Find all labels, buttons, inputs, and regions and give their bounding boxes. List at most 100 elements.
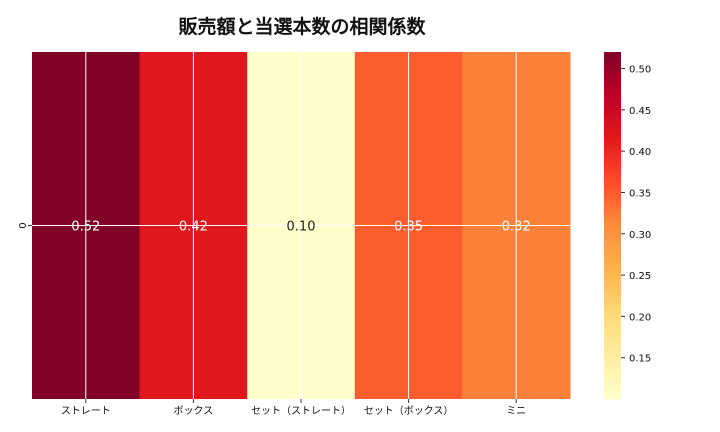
colorbar-segment xyxy=(604,158,621,163)
colorbar-segment xyxy=(604,335,621,339)
colorbar-tick-label: 0.25 xyxy=(629,271,651,282)
colorbar-segment xyxy=(604,375,621,380)
colorbar-segment xyxy=(604,72,621,76)
colorbar-segment xyxy=(604,332,621,336)
colorbar-segment xyxy=(604,109,621,114)
colorbar-segment xyxy=(604,219,621,224)
colorbar-segment xyxy=(604,381,621,386)
colorbar-segment xyxy=(604,63,621,68)
colorbar-segment xyxy=(604,167,621,172)
colorbar-segment xyxy=(604,292,621,296)
colorbar-segment xyxy=(604,303,621,308)
colorbar-segment xyxy=(604,95,621,99)
x-tick-label: セット（ストレート） xyxy=(251,405,351,417)
colorbar-segment xyxy=(604,124,621,128)
colorbar-segment xyxy=(604,75,621,79)
colorbar-segment xyxy=(604,69,621,73)
colorbar-tick-label: 0.40 xyxy=(629,147,651,158)
colorbar-segment xyxy=(604,164,621,169)
colorbar-segment xyxy=(604,387,621,391)
colorbar-segment xyxy=(604,274,621,279)
colorbar-segment xyxy=(604,144,621,149)
colorbar-segment xyxy=(604,138,621,143)
colorbar-tick-label: 0.35 xyxy=(629,188,651,199)
colorbar-segment xyxy=(604,268,621,273)
colorbar-segment xyxy=(604,260,621,264)
colorbar-segment xyxy=(604,245,621,250)
colorbar-segment xyxy=(604,265,621,270)
colorbar-segment xyxy=(604,370,621,374)
colorbar-segment xyxy=(604,106,621,111)
colorbar-segment xyxy=(604,234,621,238)
colorbar-segment xyxy=(604,170,621,175)
colorbar-segment xyxy=(604,216,621,221)
colorbar-segment xyxy=(604,396,621,400)
colorbar-segment xyxy=(604,323,621,328)
colorbar-segment xyxy=(604,228,621,232)
colorbar-segment xyxy=(604,127,621,131)
colorbar-segment xyxy=(604,89,621,94)
colorbar-segment xyxy=(604,271,621,276)
colorbar-tick-label: 0.50 xyxy=(629,65,651,76)
colorbar-segment xyxy=(604,66,621,70)
colorbar-segment xyxy=(604,115,621,120)
colorbar-segment xyxy=(604,346,621,351)
colorbar-segment xyxy=(604,147,621,151)
colorbar-segment xyxy=(604,208,621,212)
cell-annotation: 0.32 xyxy=(502,220,531,235)
colorbar-segment xyxy=(604,338,621,342)
colorbar-segment xyxy=(604,248,621,253)
colorbar-segment xyxy=(604,283,621,287)
chart-title: 販売額と当選本数の相関係数 xyxy=(178,16,426,38)
colorbar-segment xyxy=(604,277,621,282)
colorbar-segment xyxy=(604,190,621,195)
colorbar-segment xyxy=(604,280,621,284)
colorbar-segment xyxy=(604,237,621,241)
colorbar-segment xyxy=(604,57,621,62)
colorbar-segment xyxy=(604,231,621,235)
colorbar-segment xyxy=(604,185,621,189)
colorbar-segment xyxy=(604,211,621,215)
colorbar-segment xyxy=(604,263,621,267)
colorbar-segment xyxy=(604,312,621,316)
colorbar-segment xyxy=(604,213,621,218)
colorbar-segment xyxy=(604,83,621,88)
colorbar-segment xyxy=(604,202,621,206)
cell-annotation: 0.10 xyxy=(287,220,316,235)
colorbar-segment xyxy=(604,367,621,371)
colorbar-segment xyxy=(604,320,621,325)
colorbar-segment xyxy=(604,187,621,192)
cell-annotation: 0.35 xyxy=(394,220,423,235)
colorbar-segment xyxy=(604,289,621,293)
colorbar-segment xyxy=(604,54,621,59)
colorbar-segment xyxy=(604,329,621,334)
colorbar-segment xyxy=(604,358,621,363)
colorbar-segment xyxy=(604,372,621,377)
colorbar-segment xyxy=(604,300,621,305)
colorbar-segment xyxy=(604,104,621,108)
colorbar-segment xyxy=(604,257,621,261)
cell-annotation: 0.42 xyxy=(179,220,208,235)
colorbar-tick-label: 0.30 xyxy=(629,230,651,241)
colorbar-segment xyxy=(604,390,621,394)
colorbar-segment xyxy=(604,306,621,310)
colorbar-segment xyxy=(604,355,621,360)
colorbar-segment xyxy=(604,242,621,247)
colorbar-segment xyxy=(604,251,621,256)
x-tick-label: ストレート xyxy=(61,406,111,417)
colorbar-segment xyxy=(604,153,621,157)
colorbar-segment xyxy=(604,141,621,146)
colorbar-segment xyxy=(604,78,621,82)
colorbar-segment xyxy=(604,222,621,227)
colorbar-segment xyxy=(604,156,621,160)
colorbar-segment xyxy=(604,135,621,140)
colorbar-segment xyxy=(604,384,621,389)
colorbar-segment xyxy=(604,121,621,125)
colorbar-segment xyxy=(604,286,621,290)
colorbar-segment xyxy=(604,112,621,117)
colorbar-segment xyxy=(604,98,621,102)
colorbar-segment xyxy=(604,309,621,313)
colorbar-segment xyxy=(604,150,621,154)
colorbar-segment xyxy=(604,193,621,198)
colorbar-segment xyxy=(604,294,621,299)
